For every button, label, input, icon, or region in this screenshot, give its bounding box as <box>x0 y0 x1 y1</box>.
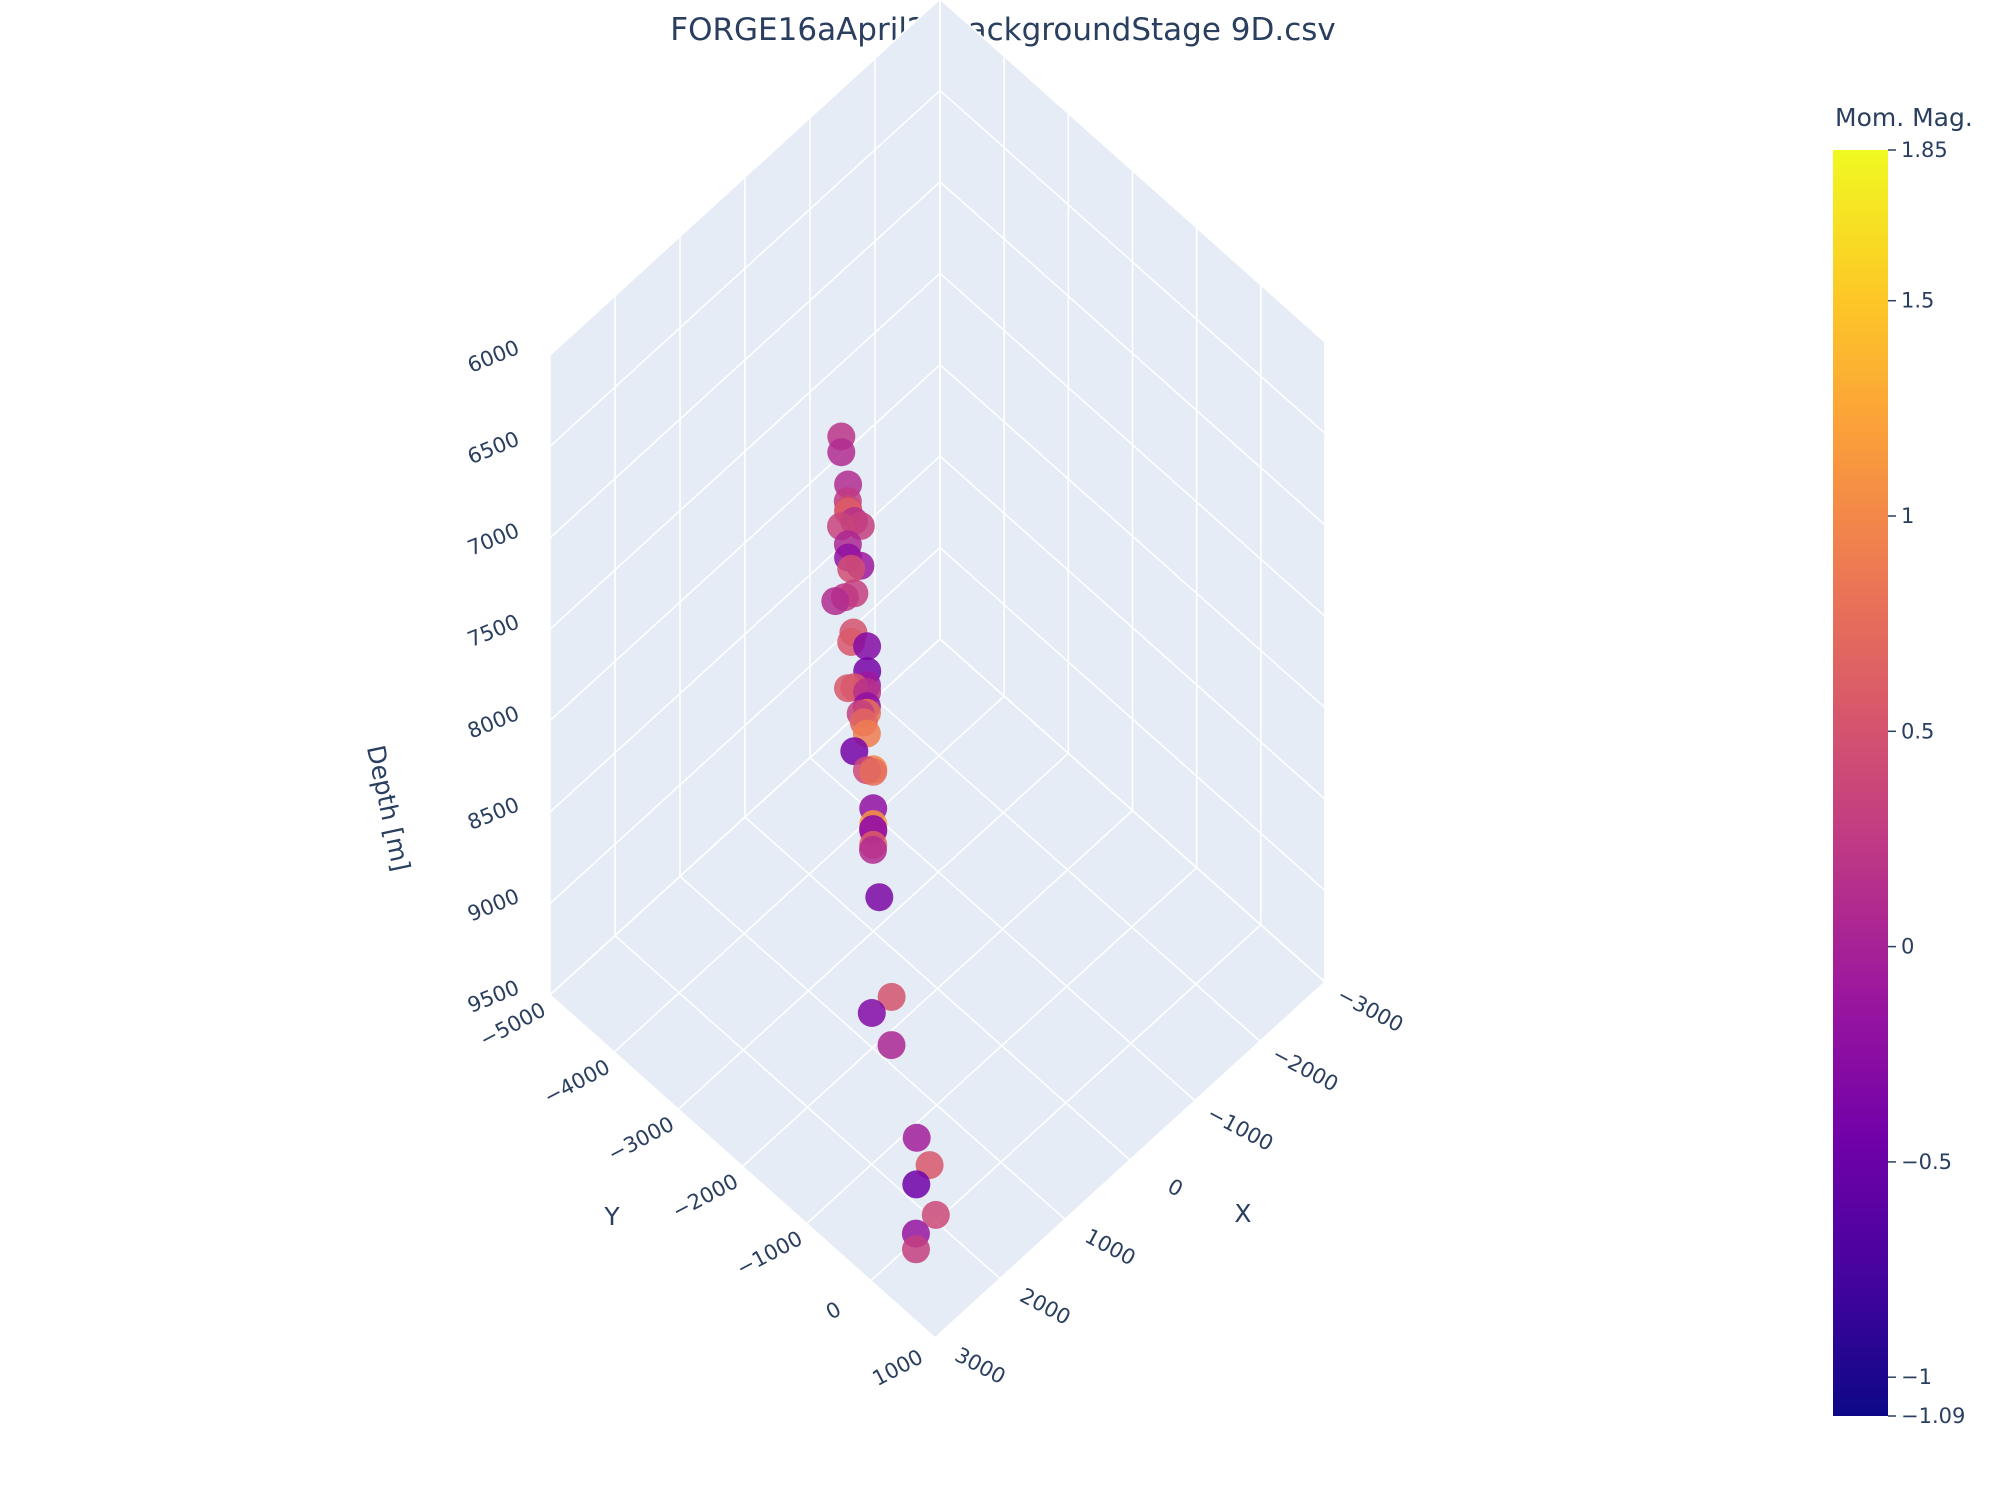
grid-line-y <box>677 752 1069 1110</box>
colorbar-tick-label: 1 <box>1901 504 1914 528</box>
grid-line-z <box>939 546 1326 892</box>
x-axis-title: X <box>1234 1199 1251 1228</box>
y-tick-label: −4000 <box>540 1055 614 1110</box>
grid-line-z <box>549 181 941 539</box>
data-point <box>902 1235 930 1264</box>
x-tick-label: 0 <box>1164 1174 1187 1201</box>
data-points <box>821 422 950 1264</box>
data-point <box>857 999 886 1027</box>
grid-line-z <box>939 0 1326 343</box>
grid-line-z <box>549 0 941 356</box>
grid-line-y <box>934 981 1326 1339</box>
y-tick-label: −3000 <box>604 1112 678 1167</box>
y-axis-title: Y <box>603 1202 620 1231</box>
grid-line-y <box>613 695 1005 1053</box>
grid-line-z <box>549 546 941 905</box>
y-tick-label: −1000 <box>732 1226 806 1281</box>
data-point <box>877 982 906 1011</box>
grid-line-y <box>806 867 1198 1225</box>
grid-line-z <box>939 89 1326 435</box>
z-tick-label: 6000 <box>464 335 523 377</box>
colorbar: Mom. Mag. 1.85 1.5 1 0.5 0 −0.5 −1 −1.09 <box>1833 103 1973 1428</box>
data-point <box>859 835 887 864</box>
data-point <box>821 587 850 616</box>
colorbar-tick-label: −1.09 <box>1901 1404 1965 1428</box>
grid-lines <box>549 0 1326 1339</box>
z-tick-label: 8500 <box>464 792 523 834</box>
grid-line-z <box>939 638 1326 983</box>
colorbar-tick-label: 1.85 <box>1901 138 1948 162</box>
x-tick-label: −3000 <box>1333 983 1407 1038</box>
colorbar-tick-label: 1.5 <box>1901 289 1934 313</box>
data-point <box>827 438 856 467</box>
x-tick-label: −2000 <box>1268 1042 1342 1097</box>
data-point <box>853 632 882 661</box>
grid-line-z <box>939 455 1326 800</box>
grid-line-z <box>549 89 941 448</box>
y-tick-label: 0 <box>822 1297 845 1324</box>
grid-line-z <box>939 364 1326 709</box>
grid-line-z <box>549 272 941 630</box>
x-tick-label: 1000 <box>1081 1224 1139 1270</box>
data-point <box>902 1123 931 1152</box>
colorbar-tick-label: −1 <box>1901 1365 1932 1389</box>
y-tick-label: −2000 <box>668 1169 742 1224</box>
x-tick-label: 2000 <box>1016 1283 1074 1329</box>
data-point <box>877 1031 906 1060</box>
data-point <box>859 757 888 786</box>
z-tick-label: 8000 <box>464 701 523 743</box>
grid-line-z <box>939 272 1326 617</box>
grid-line-z <box>549 455 941 813</box>
colorbar-tick-label: 0 <box>1901 935 1914 959</box>
colorbar-ticks: 1.85 1.5 1 0.5 0 −0.5 −1 −1.09 <box>1888 138 1965 1428</box>
data-point <box>902 1170 931 1199</box>
colorbar-gradient <box>1833 150 1888 1416</box>
z-axis-title: Depth [m] <box>361 743 416 874</box>
colorbar-title: Mom. Mag. <box>1835 103 1973 132</box>
x-tick-label: 3000 <box>951 1343 1009 1389</box>
z-tick-label: 7000 <box>464 518 523 560</box>
chart-title: FORGE16aApril24BackgroundStage 9D.csv <box>670 12 1336 48</box>
y-tick-label: 1000 <box>868 1345 926 1391</box>
data-point <box>865 883 894 912</box>
z-tick-label: 7500 <box>464 610 523 652</box>
grid-line-y <box>741 809 1134 1168</box>
colorbar-tick-label: −0.5 <box>1901 1150 1952 1174</box>
x-tick-label: −1000 <box>1203 1101 1277 1156</box>
data-point <box>921 1200 950 1229</box>
grid-line-z <box>939 181 1326 526</box>
z-tick-label: 6500 <box>464 427 523 469</box>
z-tick-label: 9000 <box>464 884 523 926</box>
colorbar-tick-label: 0.5 <box>1901 719 1934 743</box>
grid-line-z <box>549 364 941 722</box>
data-point <box>837 554 866 583</box>
